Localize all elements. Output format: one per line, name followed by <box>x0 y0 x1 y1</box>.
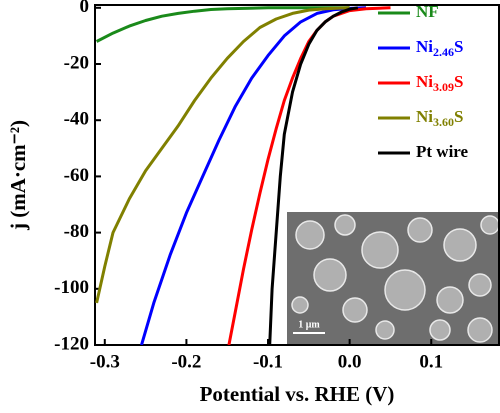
x-tick-label: 0.1 <box>419 351 443 372</box>
y-axis-label: j (mA·cm⁻²) <box>6 120 30 231</box>
x-tick-label: -0.3 <box>90 351 120 372</box>
y-tick-label: -40 <box>64 109 89 130</box>
series-line <box>140 6 367 345</box>
legend-label: NF <box>416 2 439 21</box>
y-tick-label: -100 <box>54 277 89 298</box>
series-line <box>95 6 350 43</box>
sem-inset: 1 μm <box>287 212 500 345</box>
legend-label: Ni3.60S <box>416 107 463 129</box>
inset-particles <box>291 214 500 343</box>
x-tick-label: -0.1 <box>253 351 283 372</box>
legend-label: Ni3.09S <box>416 72 463 94</box>
scale-bar-label: 1 μm <box>298 319 320 330</box>
x-tick-label: 0.0 <box>338 351 362 372</box>
legend-label: Ni2.46S <box>416 37 463 59</box>
y-tick-label: -20 <box>64 52 89 73</box>
plot-lines <box>95 6 391 345</box>
y-tick-label: -60 <box>64 165 89 186</box>
y-tick-label: -80 <box>64 221 89 242</box>
legend-label: Pt wire <box>416 142 469 161</box>
series-line <box>268 6 359 345</box>
series-line <box>95 6 350 304</box>
plot-frame <box>94 4 500 346</box>
x-axis-label: Potential vs. RHE (V) <box>200 382 395 406</box>
y-tick-label: -120 <box>54 333 89 354</box>
y-tick-label: 0 <box>80 0 90 17</box>
x-tick-label: -0.2 <box>171 351 201 372</box>
